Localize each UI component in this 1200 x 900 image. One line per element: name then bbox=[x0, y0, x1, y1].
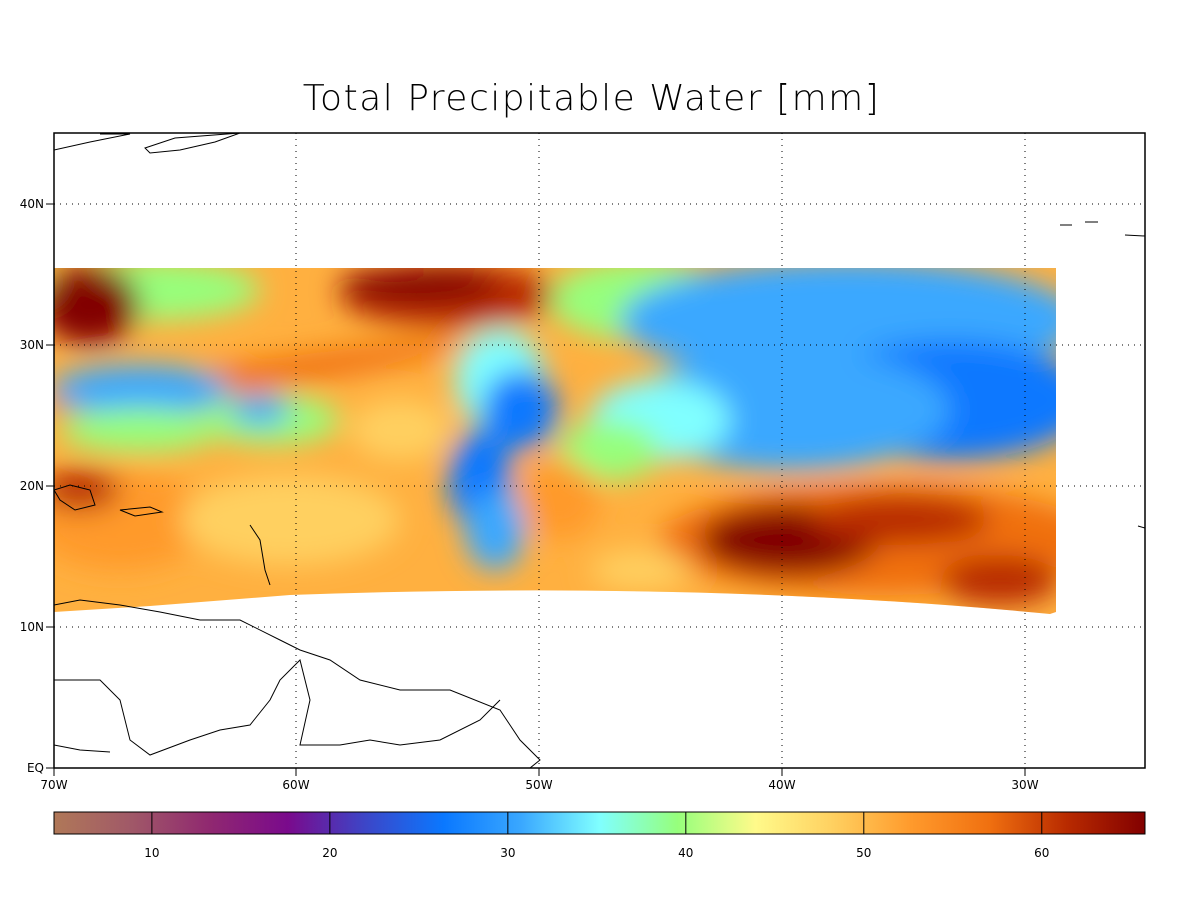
map-frame bbox=[53, 132, 1146, 769]
colorbar-tick-label: 20 bbox=[322, 846, 337, 860]
precipitable-water-field bbox=[54, 268, 1056, 614]
colorbar: 10 20 30 40 50 60 bbox=[53, 811, 1146, 860]
lat-tick-label: 20N bbox=[20, 479, 44, 493]
colorbar-tick-label: 60 bbox=[1034, 846, 1049, 860]
lat-tick-label: 10N bbox=[20, 620, 44, 634]
lon-tick-label: 70W bbox=[40, 778, 67, 792]
map-title: Total Precipitable Water [mm] bbox=[302, 78, 881, 119]
colorbar-tick-label: 50 bbox=[856, 846, 871, 860]
colorbar-tick-label: 30 bbox=[500, 846, 515, 860]
lon-tick-label: 60W bbox=[282, 778, 309, 792]
coastlines bbox=[54, 133, 1145, 768]
colorbar-tick-label: 10 bbox=[144, 846, 159, 860]
longitude-axis: 70W 60W 50W 40W 30W bbox=[40, 768, 1039, 792]
lon-tick-label: 30W bbox=[1011, 778, 1038, 792]
lat-tick-label: 40N bbox=[20, 197, 44, 211]
colorbar-gradient bbox=[53, 811, 1146, 835]
colorbar-tick-label: 40 bbox=[678, 846, 693, 860]
lat-tick-label: EQ bbox=[27, 761, 44, 775]
lon-tick-label: 40W bbox=[768, 778, 795, 792]
lat-tick-label: 30N bbox=[20, 338, 44, 352]
latitude-axis: EQ 10N 20N 30N 40N bbox=[20, 197, 54, 775]
lon-tick-label: 50W bbox=[525, 778, 552, 792]
